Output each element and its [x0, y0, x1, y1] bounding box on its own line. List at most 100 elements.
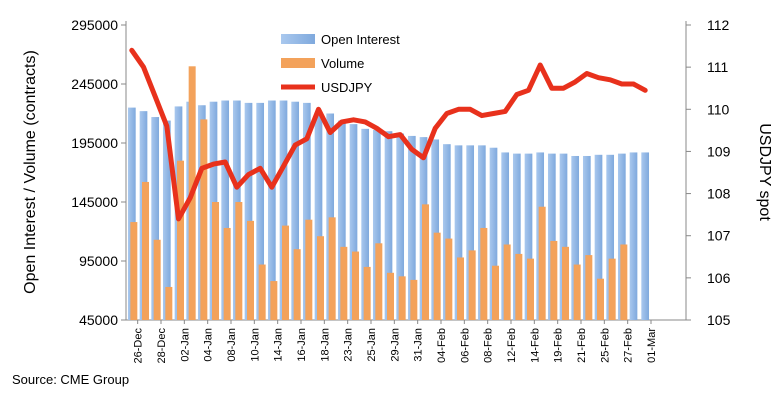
volume-bar [258, 264, 266, 320]
x-tick-label: 19-Feb [553, 328, 565, 363]
right-tick-label: 109 [707, 143, 731, 159]
volume-bar [212, 202, 219, 320]
open-interest-bar [501, 152, 510, 320]
volume-bar [153, 239, 161, 320]
open-interest-bar [524, 153, 533, 320]
x-tick-label: 16-Jan [296, 328, 308, 362]
left-axis: 45000 95000 145000 195000 245000 295000 [71, 17, 127, 328]
volume-bar [130, 222, 138, 320]
volume-bar [363, 266, 371, 320]
volume-bar [515, 253, 523, 320]
open-interest-bar [442, 144, 451, 320]
volume-bar [340, 246, 348, 320]
volume-bar [293, 249, 301, 320]
open-interest-bar [641, 152, 650, 320]
left-tick-label: 145000 [71, 194, 118, 210]
open-interest-bar [361, 128, 370, 320]
open-interest-bar [127, 107, 136, 320]
legend-label: Volume [321, 56, 364, 71]
y-axis-label-left: Open Interest / Volume (contracts) [22, 50, 39, 294]
open-interest-bar [279, 100, 288, 321]
volume-bar [235, 202, 243, 320]
x-tick-label: 28-Dec [156, 328, 168, 364]
volume-bar [398, 276, 406, 320]
volume-bar [562, 246, 569, 320]
x-axis: 26-Dec 28-Dec 02-Jan 04-Jan 08-Jan 10-Jan 14-J… [126, 319, 686, 364]
right-tick-label: 108 [707, 186, 731, 202]
open-interest-bar [256, 102, 265, 320]
volume-bar [608, 258, 616, 320]
volume-bar [317, 236, 324, 320]
open-interest-bar [606, 154, 615, 320]
x-tick-label: 10-Jan [249, 328, 261, 362]
y-axis-label-right: USDJPY spot [756, 123, 773, 221]
open-interest-bar [314, 112, 323, 320]
x-tick-label: 02-Jan [179, 328, 191, 362]
x-tick-label: 04-Jan [203, 328, 215, 362]
open-interest-bar [559, 153, 568, 320]
volume-bar [177, 160, 184, 320]
open-interest-bar [582, 155, 591, 320]
open-interest-bar [326, 113, 335, 320]
volume-bar [480, 227, 488, 320]
volume-bar [527, 258, 534, 320]
volume-bar [375, 243, 383, 320]
volume-bar [503, 244, 511, 320]
legend-label: Open Interest [321, 32, 400, 47]
x-tick-label: 12-Feb [506, 328, 518, 363]
x-tick-label: 08-Feb [483, 328, 495, 363]
volume-bar [597, 278, 604, 320]
x-tick-label: 25-Jan [366, 328, 378, 362]
open-interest-bar [571, 155, 580, 320]
volume-bar [200, 119, 208, 321]
x-tick-label: 18-Jan [319, 328, 331, 362]
open-interest-bar [221, 100, 230, 321]
open-interest-bar [547, 153, 556, 320]
open-interest-bar [629, 152, 638, 320]
volume-bar [270, 281, 278, 320]
x-tick-label: 25-Feb [599, 328, 611, 363]
volume-bar [468, 250, 476, 320]
volume-bar [457, 257, 464, 320]
right-axis: 105 106 107 108 109 110 111 112 [685, 17, 731, 328]
x-tick-label: 27-Feb [623, 328, 635, 363]
legend-swatch-volume [281, 58, 315, 68]
volume-bar [305, 219, 313, 320]
open-interest-bar [302, 102, 311, 320]
volume-bar [387, 272, 394, 320]
x-tick-label: 04-Feb [436, 328, 448, 363]
volume-bar [573, 264, 581, 320]
open-interest-bar [466, 145, 475, 320]
volume-bar [223, 227, 231, 320]
right-tick-label: 105 [707, 312, 731, 328]
volume-bar [328, 217, 336, 320]
open-interest-bar [594, 154, 603, 320]
volume-bar [492, 265, 499, 320]
x-tick-label: 08-Jan [226, 328, 238, 362]
open-interest-bar [407, 135, 416, 320]
right-tick-label: 106 [707, 270, 731, 286]
volume-bar [445, 238, 453, 320]
open-interest-bar [151, 117, 160, 320]
usdjpy-series-line [129, 47, 648, 222]
volume-bar [422, 204, 429, 320]
left-tick-label: 295000 [71, 17, 118, 33]
volume-bar [247, 220, 254, 320]
right-tick-label: 112 [707, 17, 730, 33]
right-tick-label: 107 [707, 228, 731, 244]
right-tick-label: 110 [707, 101, 730, 117]
left-tick-label: 245000 [71, 76, 118, 92]
volume-bar [585, 255, 593, 320]
open-interest-bar [431, 139, 440, 320]
open-interest-bar [384, 131, 393, 320]
x-tick-label: 01-Mar [646, 328, 658, 363]
open-interest-bar [512, 153, 521, 320]
volume-bar [433, 232, 441, 320]
x-tick-label: 26-Dec [133, 328, 145, 364]
volume-bar [282, 225, 289, 320]
volume-bar [410, 279, 418, 320]
right-tick-label: 111 [707, 59, 728, 75]
volume-bar [165, 286, 173, 320]
left-tick-label: 95000 [79, 253, 118, 269]
